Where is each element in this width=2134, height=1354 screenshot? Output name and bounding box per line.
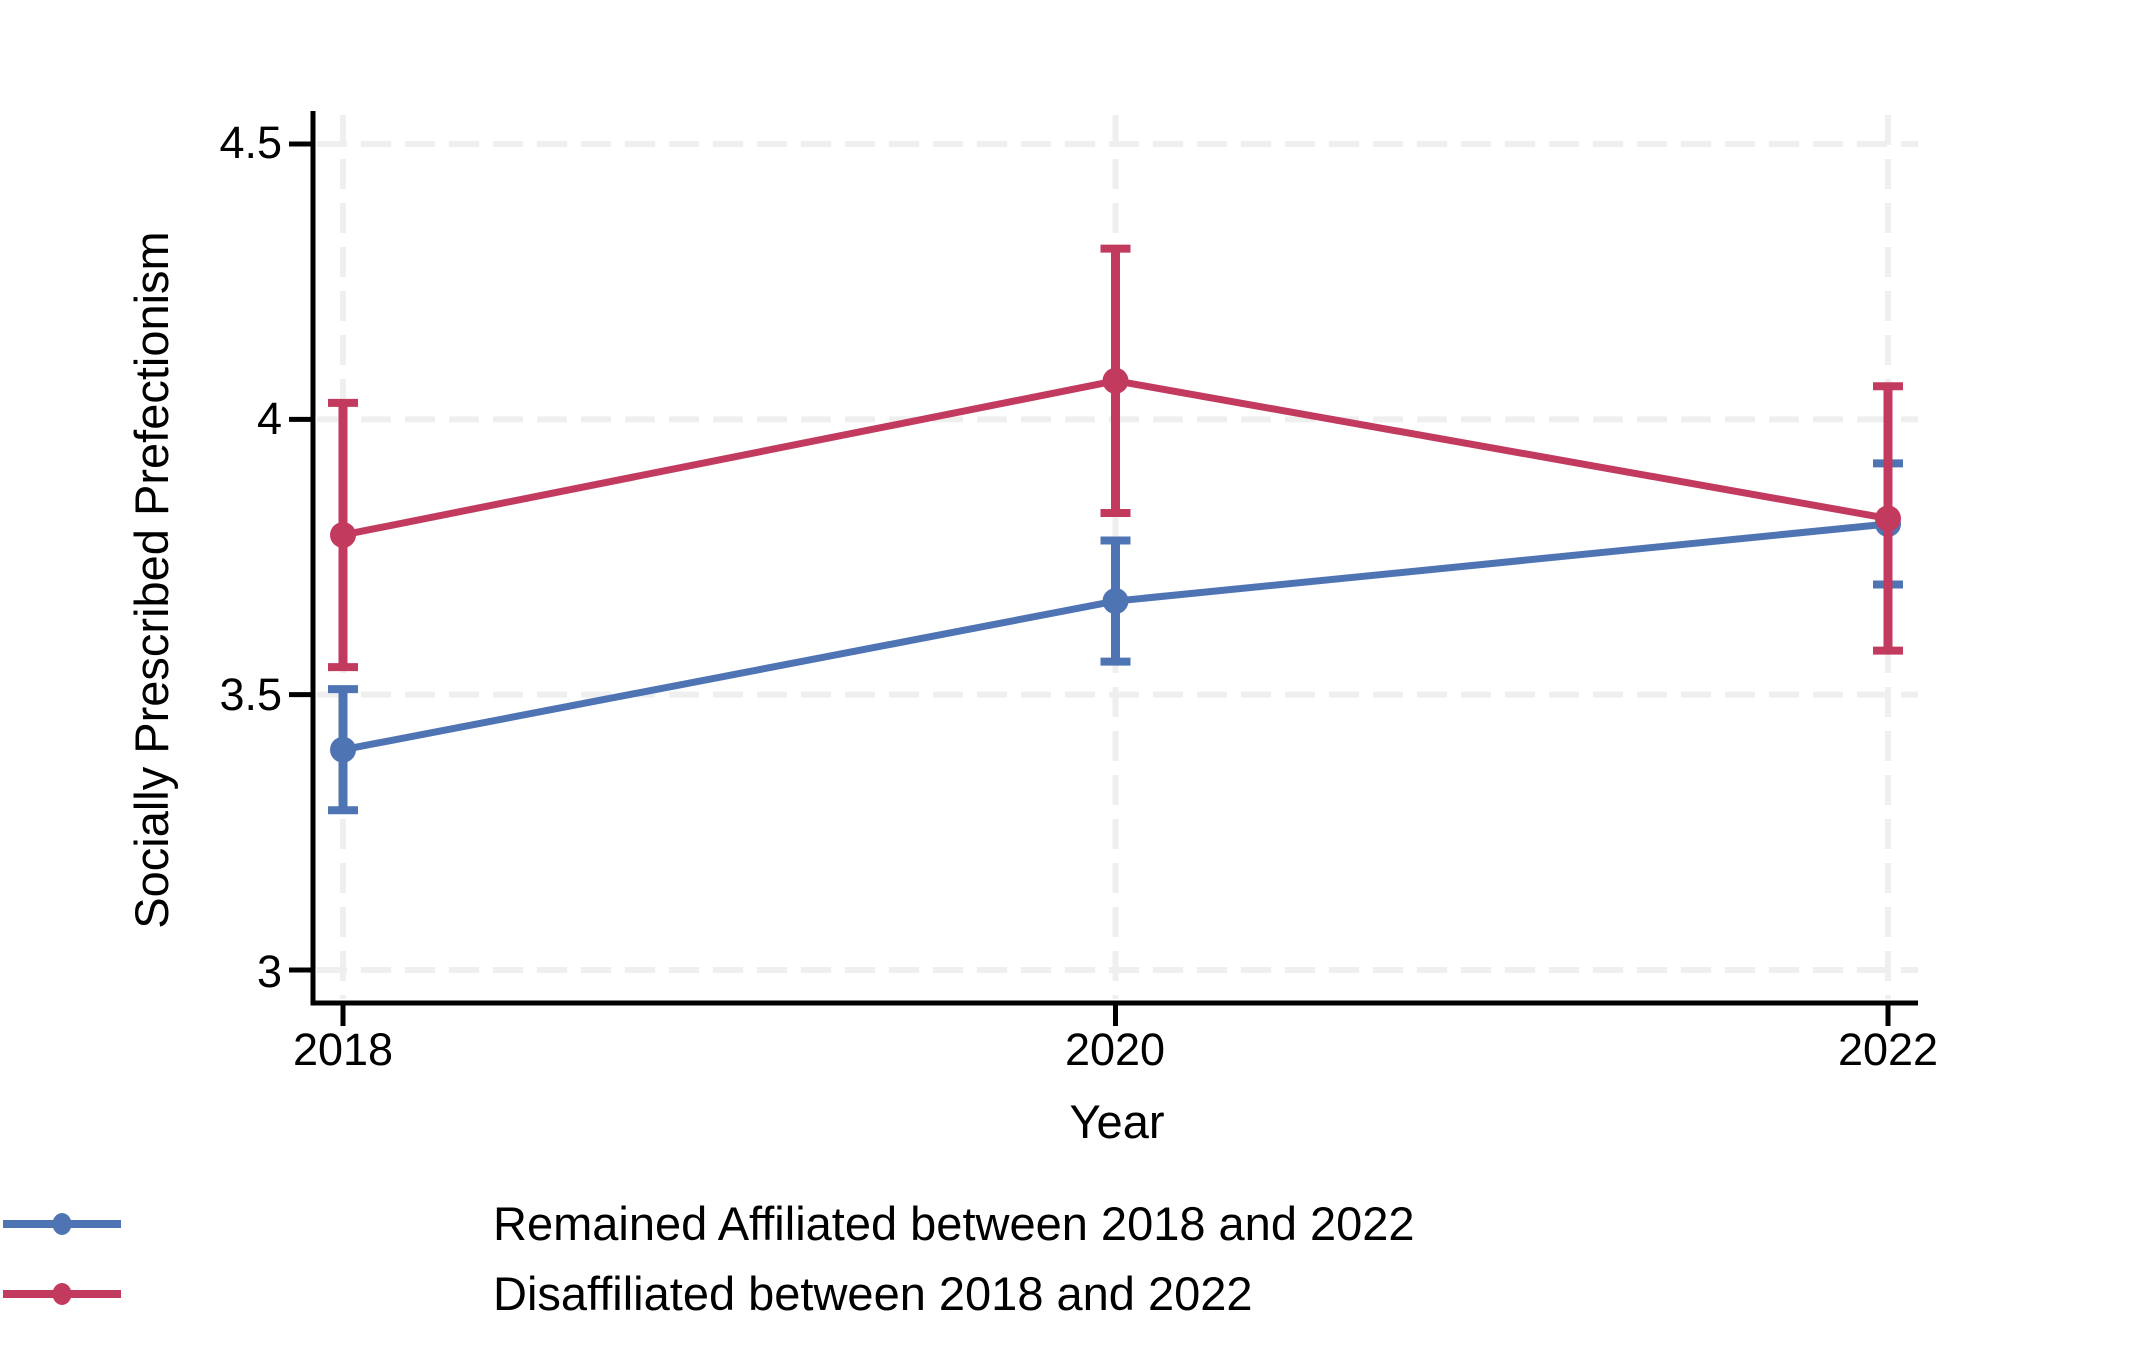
legend-label: Disaffiliated between 2018 and 2022 — [493, 1267, 1253, 1320]
y-axis-title: Socially Prescribed Prefectionism — [125, 231, 178, 929]
legend-label: Remained Affiliated between 2018 and 202… — [493, 1197, 1415, 1250]
data-point-marker — [1102, 367, 1129, 394]
x-tick-label: 2020 — [1064, 1024, 1166, 1075]
data-point-marker — [330, 736, 356, 763]
x-axis-title: Year — [1069, 1095, 1165, 1148]
data-point-marker — [330, 521, 356, 548]
y-tick-label: 3.5 — [219, 669, 282, 720]
legend-marker-dot — [52, 1283, 72, 1305]
legend-marker — [3, 1213, 121, 1235]
y-tick-label: 4 — [256, 393, 282, 444]
legend-marker-dot — [52, 1213, 72, 1235]
legend-marker — [3, 1283, 121, 1305]
x-tick-label: 2022 — [1837, 1024, 1939, 1075]
y-tick-label: 4.5 — [219, 117, 282, 168]
x-tick-label: 2018 — [292, 1024, 394, 1075]
y-tick-label: 3 — [256, 946, 282, 997]
data-point-marker — [1875, 505, 1901, 532]
data-point-marker — [1102, 588, 1129, 615]
